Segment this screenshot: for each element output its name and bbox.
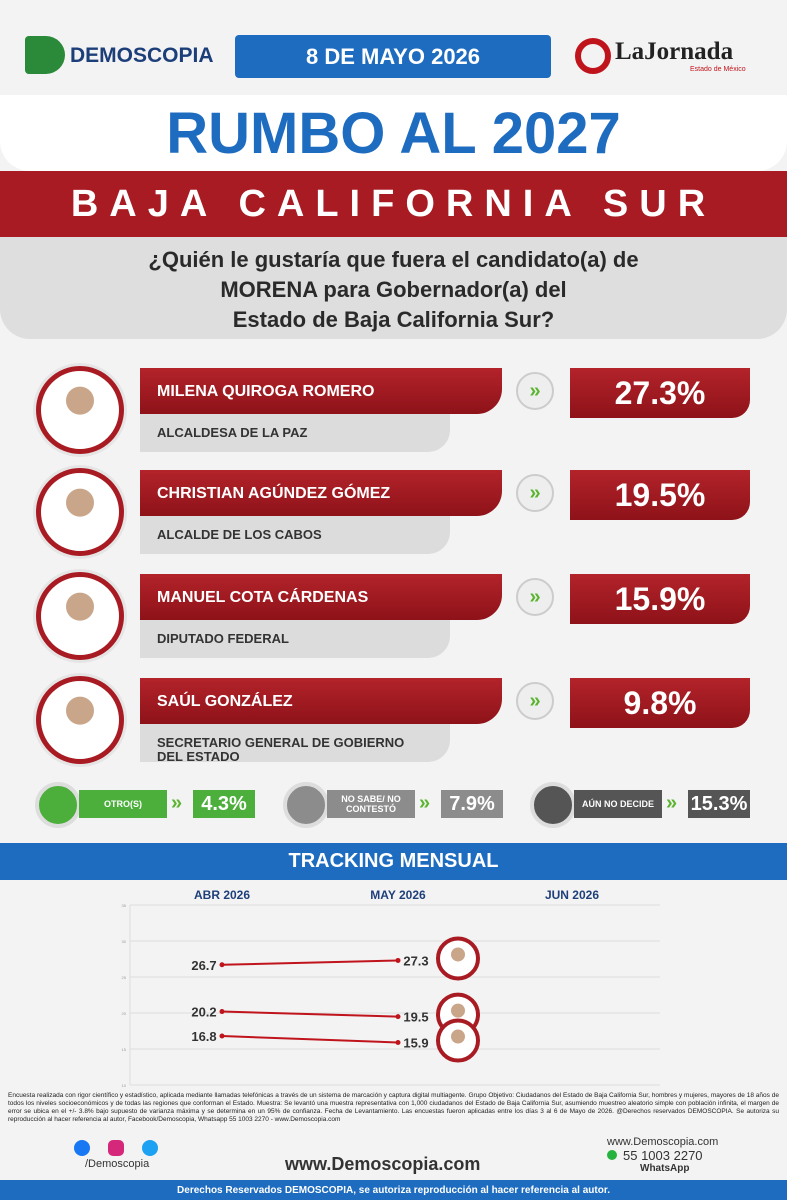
data-label: 16.8 <box>191 1029 216 1044</box>
role-bar <box>140 618 450 658</box>
point <box>219 1033 225 1039</box>
arrow: » <box>516 474 554 512</box>
y-tick-label: 15 <box>122 1047 127 1052</box>
point <box>219 1009 225 1015</box>
photo <box>36 572 124 660</box>
x-tick-label: ABR 2026 <box>194 888 250 902</box>
data-label: 15.9 <box>403 1036 428 1051</box>
partner-logo <box>575 38 611 74</box>
whatsapp-icon <box>607 1150 617 1160</box>
candidate-role: ALCALDE DE LOS CABOS <box>157 527 322 542</box>
title: RUMBO AL 2027 <box>0 95 787 171</box>
photo-face <box>451 947 465 962</box>
other-arrow: » <box>419 792 431 814</box>
data-label: 20.2 <box>191 1005 216 1020</box>
photo <box>36 676 124 764</box>
tracking-title: TRACKING MENSUAL <box>0 843 787 880</box>
photo-face <box>451 1003 465 1018</box>
other-result: 4.3% <box>193 790 255 818</box>
other-result: 7.9% <box>441 790 503 818</box>
subtitle: BAJA CALIFORNIA SUR <box>0 171 787 237</box>
x-tick-label: MAY 2026 <box>370 888 426 902</box>
photo-face <box>451 1029 465 1044</box>
website: www.Demoscopia.com <box>285 1154 481 1174</box>
name-bar <box>140 470 502 516</box>
rights: Derechos Reservados DEMOSCOPIA, se autor… <box>0 1180 787 1200</box>
role-bar <box>140 722 450 762</box>
contact-site: www.Demoscopia.com <box>607 1136 719 1148</box>
whatsapp: WhatsApp <box>640 1163 690 1174</box>
candidate-name: SAÚL GONZÁLEZ <box>157 693 293 710</box>
question-line: Estado de Baja California Sur? <box>232 307 555 332</box>
partner-sub: Estado de México <box>690 66 746 73</box>
candidate-role: DIPUTADO FEDERAL <box>157 631 289 646</box>
other-arrow: » <box>666 792 678 814</box>
point <box>219 962 225 968</box>
x-tick-label: JUN 2026 <box>545 888 599 902</box>
methodology: Encuesta realizada con rigor científico … <box>8 1092 779 1123</box>
name-bar <box>140 368 502 414</box>
candidate-name: MANUEL COTA CÁRDENAS <box>157 589 369 606</box>
partner: LaJornada <box>615 38 734 65</box>
arrow: » <box>516 372 554 410</box>
series-line <box>221 1035 399 1044</box>
social-icons <box>74 1140 158 1156</box>
result: 27.3% <box>570 368 750 418</box>
photo <box>36 468 124 556</box>
y-tick-label: 20 <box>122 1011 127 1016</box>
result: 9.8% <box>570 678 750 728</box>
y-tick-label: 10 <box>122 1083 127 1088</box>
date: 8 DE MAYO 2026 <box>235 35 551 78</box>
other-label: AÚN NO DECIDE <box>574 790 662 818</box>
question-line: ¿Quién le gustaría que fuera el candidat… <box>148 247 639 272</box>
point <box>395 1014 401 1020</box>
y-tick-label: 35 <box>122 903 127 908</box>
others: OTRO(S)» 4.3% NO SABE/ NO CONTESTÓ» 7.9% AÚN… <box>0 0 787 828</box>
other-label: OTRO(S) <box>79 790 167 818</box>
arrow: » <box>516 578 554 616</box>
question-line: MORENA para Gobernador(a) del <box>220 277 567 302</box>
other-result: 15.3% <box>688 790 750 818</box>
brand-logo <box>25 36 65 74</box>
y-tick-label: 30 <box>122 939 127 944</box>
tracking-chart: 10 15 20 25 30 35 ABR 2026 MAY 2026 JUN 2026 26.7… <box>122 888 660 1088</box>
series-line <box>221 959 399 966</box>
role-bar <box>140 412 450 452</box>
y-tick-label: 25 <box>122 975 127 980</box>
data-label: 26.7 <box>191 958 216 973</box>
point <box>395 1040 401 1046</box>
other-icon <box>35 782 81 828</box>
social: /Demoscopia <box>85 1158 150 1170</box>
result: 19.5% <box>570 470 750 520</box>
question: ¿Quién le gustaría que fuera el candidat… <box>0 237 787 339</box>
photo <box>36 366 124 454</box>
name-bar <box>140 574 502 620</box>
brand: DEMOSCOPIA <box>70 44 214 67</box>
other-icon <box>283 782 329 828</box>
candidate-role: SECRETARIO GENERAL DE GOBIERNO DEL ESTAD… <box>157 735 405 764</box>
data-label: 27.3 <box>403 953 428 968</box>
name-bar <box>140 678 502 724</box>
phone: 55 1003 2270 <box>623 1148 703 1163</box>
result: 15.9% <box>570 574 750 624</box>
data-label: 19.5 <box>403 1010 428 1025</box>
candidate-name: CHRISTIAN AGÚNDEZ GÓMEZ <box>157 485 391 502</box>
role-bar <box>140 514 450 554</box>
series-line <box>221 1010 399 1018</box>
candidate-name: MILENA QUIROGA ROMERO <box>157 383 375 400</box>
other-label: NO SABE/ NO CONTESTÓ <box>327 790 415 818</box>
other-icon <box>530 782 576 828</box>
candidates: MILENA QUIROGA ROMERO ALCALDESA DE LA PAZ… <box>0 0 787 764</box>
point <box>395 957 401 963</box>
other-arrow: » <box>171 792 183 814</box>
candidate-role: ALCALDESA DE LA PAZ <box>157 425 308 440</box>
arrow: » <box>516 682 554 720</box>
